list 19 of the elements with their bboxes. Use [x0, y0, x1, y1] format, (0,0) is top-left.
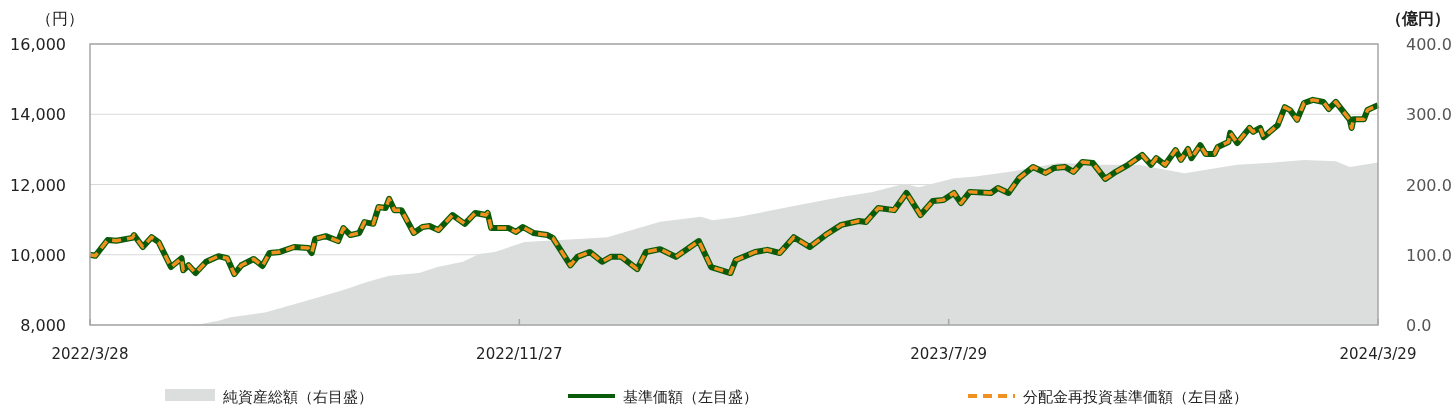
- legend-label: 純資産総額（右目盛）: [223, 388, 373, 406]
- x-tick-label: 2022/11/27: [476, 345, 563, 363]
- legend-label: 基準価額（左目盛）: [623, 388, 758, 406]
- y2-tick-label: 400.0: [1406, 35, 1452, 54]
- y-tick-label: 14,000: [10, 105, 66, 125]
- y-axis-title: （円）: [36, 9, 84, 28]
- y2-axis-title: （億円）: [1386, 9, 1450, 28]
- y-tick-label: 16,000: [10, 35, 66, 54]
- y2-tick-label: 0.0: [1406, 316, 1432, 335]
- y-tick-label: 8,000: [20, 316, 66, 335]
- x-tick-label: 2023/7/29: [910, 345, 988, 363]
- y2-tick-label: 300.0: [1406, 105, 1452, 125]
- x-tick-label: 2024/3/29: [1339, 345, 1417, 363]
- x-tick-label: 2022/3/28: [51, 345, 129, 363]
- y-tick-label: 12,000: [10, 175, 66, 195]
- legend-label: 分配金再投資基準価額（左目盛）: [1023, 388, 1248, 406]
- y2-tick-label: 100.0: [1406, 245, 1452, 265]
- y2-tick-label: 200.0: [1406, 175, 1452, 195]
- y-tick-label: 10,000: [10, 245, 66, 265]
